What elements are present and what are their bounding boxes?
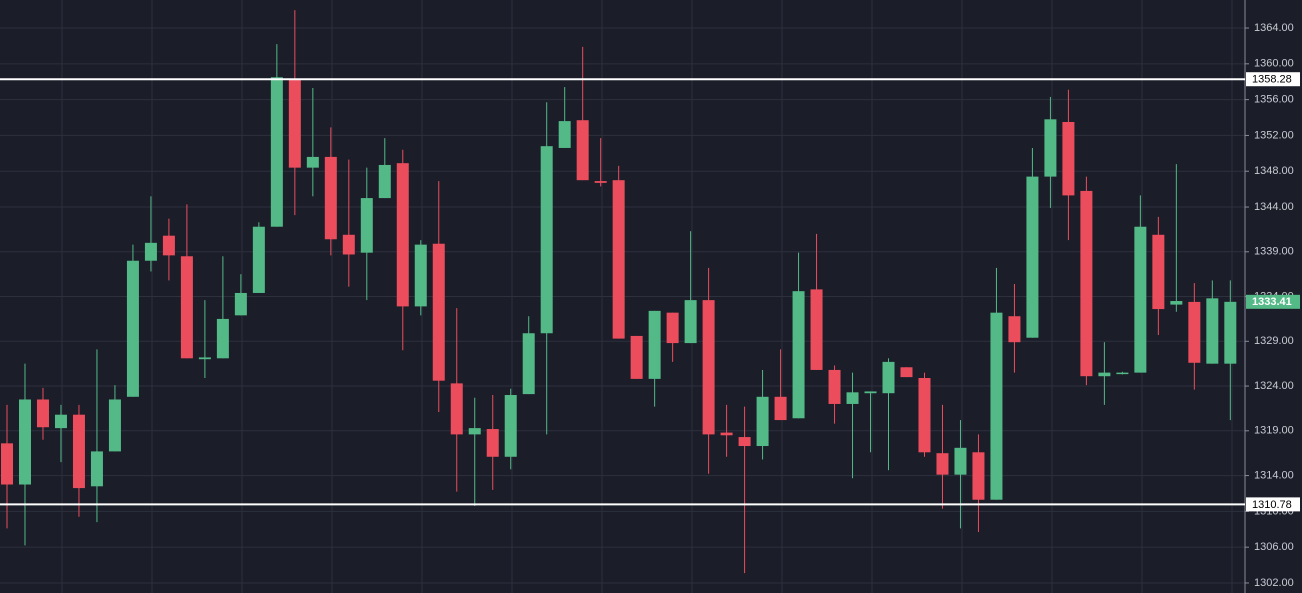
last-price-box xyxy=(1246,294,1300,309)
y-tick-label: 1352.00 xyxy=(1254,129,1294,141)
candle-body xyxy=(234,292,247,316)
candle-body xyxy=(1206,298,1219,364)
candle-body xyxy=(252,226,265,293)
candle-body xyxy=(540,146,553,334)
candle-body xyxy=(126,260,139,397)
y-tick-label: 1344.00 xyxy=(1254,201,1294,213)
candle-body xyxy=(1080,190,1093,377)
candle-body xyxy=(954,447,967,475)
candle-body xyxy=(54,414,67,429)
candle-body xyxy=(432,243,445,381)
candle-body xyxy=(360,198,373,253)
y-tick-label: 1356.00 xyxy=(1254,94,1294,106)
candle-body xyxy=(972,452,985,500)
candle-body xyxy=(396,163,409,307)
candle-body xyxy=(270,77,283,227)
candle-body xyxy=(288,79,301,168)
candle-body xyxy=(900,367,913,378)
candle-body xyxy=(720,432,733,436)
candle-body xyxy=(1170,301,1183,305)
candle-body xyxy=(36,399,49,428)
candle-body xyxy=(810,289,823,370)
candle-body xyxy=(342,234,355,255)
candle-body xyxy=(504,395,517,457)
candle-body xyxy=(414,244,427,307)
candle-body xyxy=(162,235,175,256)
candle-body xyxy=(378,164,391,199)
last-price-label: 1333.41 xyxy=(1252,296,1292,308)
candle-body xyxy=(882,361,895,394)
candle-body xyxy=(864,391,877,394)
y-tick-label: 1306.00 xyxy=(1254,541,1294,553)
candle-body xyxy=(594,181,607,183)
level-label-box xyxy=(1246,72,1300,87)
candle-body xyxy=(1062,122,1075,196)
candle-body xyxy=(1008,316,1021,343)
candle-body xyxy=(18,399,31,485)
candle-body xyxy=(576,120,589,181)
candle-body xyxy=(990,312,1003,500)
candle-body xyxy=(1152,234,1165,310)
candle-body xyxy=(558,121,571,148)
y-tick-label: 1348.00 xyxy=(1254,165,1294,177)
candle-body xyxy=(72,414,85,489)
y-tick-label: 1360.00 xyxy=(1254,58,1294,70)
candle-body xyxy=(684,300,697,344)
candle-body xyxy=(1188,301,1201,363)
candle-body xyxy=(918,377,931,453)
candle-body xyxy=(180,256,193,359)
candle-body xyxy=(144,242,157,261)
candle-body xyxy=(1026,176,1039,338)
candle-body xyxy=(324,156,337,240)
candle-body xyxy=(846,392,859,404)
y-tick-label: 1319.00 xyxy=(1254,425,1294,437)
candle-body xyxy=(1224,301,1237,364)
candle-body xyxy=(522,333,535,395)
candle-body xyxy=(756,396,769,447)
candle-body xyxy=(306,156,319,168)
candle-body xyxy=(936,453,949,475)
level-label: 1358.28 xyxy=(1252,74,1292,86)
candle-body xyxy=(216,318,229,359)
candle-body xyxy=(666,312,679,344)
level-label-box xyxy=(1246,497,1300,512)
candle-body xyxy=(198,357,211,360)
level-label: 1310.78 xyxy=(1252,499,1292,511)
candle-body xyxy=(774,396,787,421)
candle-body xyxy=(738,437,751,447)
y-tick-label: 1314.00 xyxy=(1254,469,1294,481)
candle-body xyxy=(486,429,499,457)
candle-body xyxy=(1098,372,1111,377)
candle-body xyxy=(630,335,643,379)
candle-body xyxy=(702,300,715,435)
candle-body xyxy=(90,451,103,487)
candle-body xyxy=(1,443,13,485)
candle-body xyxy=(450,383,463,435)
candle-body xyxy=(792,291,805,419)
candle-body xyxy=(1134,226,1147,373)
candle-body xyxy=(1044,119,1057,177)
candle-body xyxy=(1116,372,1129,375)
y-tick-label: 1329.00 xyxy=(1254,335,1294,347)
candle-body xyxy=(612,180,625,339)
candle-body xyxy=(108,399,121,452)
y-tick-label: 1324.00 xyxy=(1254,380,1294,392)
candle-body xyxy=(468,428,481,435)
candle-body xyxy=(828,369,841,404)
candle-body xyxy=(648,310,661,379)
y-tick-label: 1364.00 xyxy=(1254,22,1294,34)
y-tick-label: 1339.00 xyxy=(1254,246,1294,258)
y-tick-label: 1302.00 xyxy=(1254,577,1294,589)
